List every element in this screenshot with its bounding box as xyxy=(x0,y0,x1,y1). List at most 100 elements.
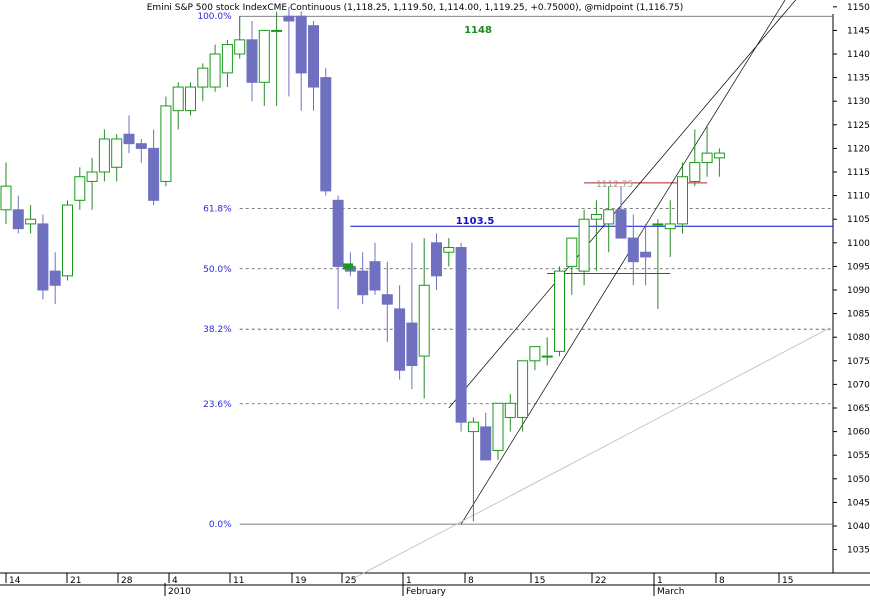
x-tick-label: 11 xyxy=(233,576,244,586)
candle-up xyxy=(529,346,541,362)
candle-up xyxy=(701,152,713,164)
candle-down xyxy=(431,242,442,277)
candle-down xyxy=(640,251,652,258)
candle-up xyxy=(689,162,701,182)
y-tick-label: 1115 xyxy=(847,168,870,178)
fib-label: 38.2% xyxy=(203,325,232,335)
candle-up xyxy=(554,270,565,352)
annotation-1112: 1112.75 xyxy=(596,180,633,190)
candle-up xyxy=(603,209,615,225)
month-label: February xyxy=(406,587,447,596)
y-tick-label: 1095 xyxy=(847,262,870,272)
candle-down xyxy=(295,15,307,74)
y-tick-label: 1100 xyxy=(847,239,870,249)
x-tick-label: 8 xyxy=(719,576,725,586)
candle-down xyxy=(308,25,319,88)
candle-up xyxy=(172,86,184,112)
fib-label: 100.0% xyxy=(197,12,232,22)
candle-up xyxy=(677,176,688,225)
x-tick-label: 22 xyxy=(595,576,606,586)
candle-up xyxy=(0,185,12,211)
candle-up xyxy=(418,284,430,357)
candle-up xyxy=(566,237,578,267)
fib-label: 23.6% xyxy=(203,400,232,410)
y-tick-label: 1070 xyxy=(847,380,870,390)
candle-down xyxy=(12,209,24,230)
x-tick-label: 19 xyxy=(295,576,307,586)
y-tick-label: 1085 xyxy=(847,310,870,320)
candle-down xyxy=(332,199,344,267)
x-tick-label: 4 xyxy=(172,576,178,586)
candle-down xyxy=(49,270,61,286)
y-tick-label: 1150 xyxy=(847,3,870,13)
candle-down xyxy=(480,426,492,461)
y-tick-label: 1065 xyxy=(847,404,870,414)
candle-up xyxy=(74,176,86,201)
y-tick-label: 1075 xyxy=(847,357,870,367)
candle-up xyxy=(98,138,110,173)
candle-up xyxy=(664,223,676,230)
candle-down xyxy=(283,15,295,22)
candle-up xyxy=(271,29,283,32)
candle-up xyxy=(492,402,504,451)
candle-up xyxy=(25,218,37,225)
x-tick-label: 1 xyxy=(406,576,412,586)
fib-label: 0.0% xyxy=(209,520,232,530)
candle-up xyxy=(443,247,455,253)
candle-down xyxy=(357,270,369,296)
y-tick-label: 1110 xyxy=(847,192,870,202)
candle-up xyxy=(209,53,221,88)
y-tick-label: 1040 xyxy=(847,522,870,532)
candle-down xyxy=(148,147,160,201)
x-tick-label: 28 xyxy=(121,576,133,586)
candle-down xyxy=(369,261,381,291)
y-tick-label: 1135 xyxy=(847,74,870,84)
candle-down xyxy=(135,143,147,149)
annotation-1103: 1103.5 xyxy=(456,216,495,227)
y-tick-label: 1050 xyxy=(847,475,870,485)
y-tick-label: 1125 xyxy=(847,121,870,131)
y-tick-label: 1120 xyxy=(847,144,870,154)
x-tick-label: 1 xyxy=(657,576,663,586)
candle-up xyxy=(504,402,516,418)
annotation-1148: 1148 xyxy=(464,25,492,36)
y-tick-label: 1090 xyxy=(847,286,870,296)
candle-up xyxy=(111,138,123,168)
candle-up xyxy=(62,204,73,277)
x-tick-label: 25 xyxy=(345,576,356,586)
candle-down xyxy=(455,247,467,423)
candle-up xyxy=(578,218,590,272)
candle-down xyxy=(246,39,258,83)
x-tick-label: 8 xyxy=(468,576,474,586)
candle-down xyxy=(381,294,393,305)
month-label: 2010 xyxy=(168,587,191,596)
candle-down xyxy=(406,322,418,367)
fib-label: 50.0% xyxy=(203,265,232,275)
candle-up xyxy=(258,29,270,83)
y-tick-label: 1145 xyxy=(847,26,870,36)
y-tick-label: 1130 xyxy=(847,97,870,107)
candle-up xyxy=(467,421,479,433)
candle-up xyxy=(221,44,233,74)
y-tick-label: 1035 xyxy=(847,546,870,556)
chart-title: Emini S&P 500 stock IndexCME Continuous … xyxy=(147,3,683,13)
fib-label: 61.8% xyxy=(203,204,232,214)
candle-up xyxy=(86,171,98,182)
x-tick-label: 15 xyxy=(534,576,545,586)
candle-down xyxy=(320,77,332,192)
candle-down xyxy=(627,237,639,263)
y-tick-label: 1140 xyxy=(847,50,870,60)
x-tick-label: 14 xyxy=(9,576,21,586)
marker-box xyxy=(343,263,354,270)
y-tick-label: 1105 xyxy=(847,215,870,225)
candle-down xyxy=(37,223,49,291)
y-tick-label: 1055 xyxy=(847,451,870,461)
x-tick-label: 15 xyxy=(782,576,793,586)
candle-up xyxy=(541,355,553,358)
candle-up xyxy=(197,67,209,88)
trend-long xyxy=(350,327,831,581)
candle-up xyxy=(234,39,246,55)
candle-up xyxy=(185,86,196,112)
